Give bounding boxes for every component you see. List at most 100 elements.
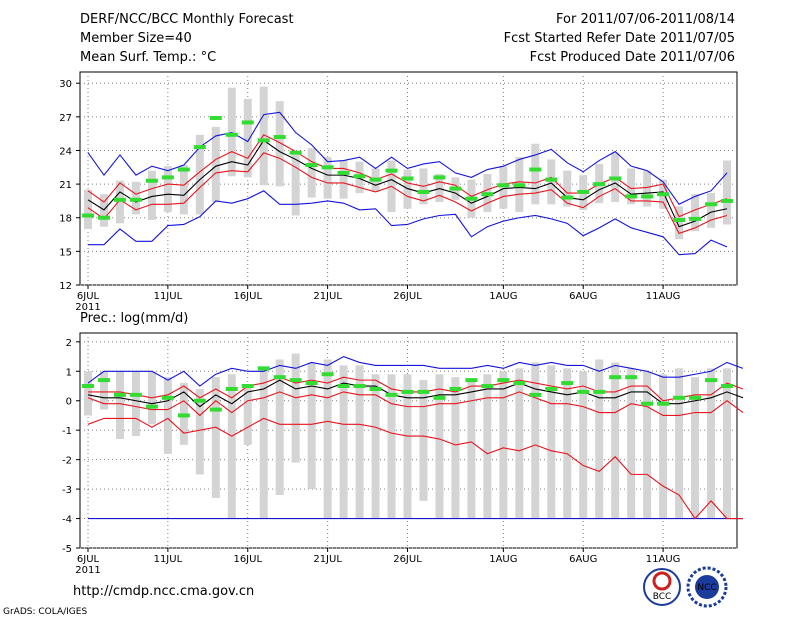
ensemble-mean-marker xyxy=(369,386,382,391)
x-tick-label: 11JUL xyxy=(154,291,183,302)
series-line-low-quartile-trace xyxy=(87,417,743,520)
ncc-logo: NCC xyxy=(686,566,728,608)
ensemble-mean-marker xyxy=(97,378,110,383)
ensemble-mean-marker xyxy=(481,192,494,197)
ensemble-mean-marker xyxy=(673,395,686,400)
variable-label: Mean Surf. Temp.: °C xyxy=(80,50,216,65)
ensemble-range-bar xyxy=(403,374,412,519)
series-line-lower-quartile xyxy=(87,391,744,417)
ensemble-range-bar xyxy=(707,368,716,519)
y-tick-label: -1 xyxy=(62,426,72,437)
y-tick-label: 18 xyxy=(59,214,72,225)
ensemble-mean-marker xyxy=(209,407,222,412)
y-tick-label: -5 xyxy=(62,544,72,555)
ensemble-range-bar xyxy=(243,98,252,178)
ensemble-range-bar xyxy=(84,189,92,229)
ensemble-range-bar xyxy=(627,168,636,205)
ensemble-range-bar xyxy=(211,377,220,498)
ensemble-mean-marker xyxy=(289,378,302,383)
x-tick-label: 1AUG xyxy=(489,554,517,565)
ensemble-range-bar xyxy=(579,371,588,519)
ensemble-mean-marker xyxy=(161,395,174,400)
ensemble-mean-marker xyxy=(385,168,398,173)
ensemble-range-bar xyxy=(643,170,652,207)
chart-title: DERF/NCC/BCC Monthly Forecast xyxy=(80,12,294,27)
ensemble-range-bar xyxy=(195,134,204,215)
ensemble-mean-marker xyxy=(385,392,398,397)
ensemble-range-bar xyxy=(163,377,172,454)
ensemble-range-bar xyxy=(435,374,444,519)
ensemble-mean-marker xyxy=(609,375,622,380)
bcc-logo-text: BCC xyxy=(653,592,672,602)
x-tick-label: 11AUG xyxy=(646,554,681,565)
ensemble-range-bar xyxy=(323,359,332,519)
ensemble-mean-marker xyxy=(513,381,526,386)
ncc-logo-text: NCC xyxy=(697,583,716,593)
ensemble-range-bar xyxy=(243,386,252,445)
ensemble-mean-marker xyxy=(337,384,350,389)
ensemble-mean-marker xyxy=(529,392,542,397)
ensemble-mean-marker xyxy=(129,392,142,397)
ensemble-range-bar xyxy=(371,374,380,519)
ensemble-range-bar xyxy=(275,101,284,187)
ensemble-mean-marker xyxy=(657,401,670,406)
ensemble-range-bar xyxy=(291,353,300,463)
ensemble-range-bar xyxy=(675,368,684,519)
ensemble-mean-marker xyxy=(401,389,414,394)
ensemble-mean-marker xyxy=(529,167,542,172)
ensemble-mean-marker xyxy=(561,381,574,386)
ensemble-range-bar xyxy=(563,368,572,519)
ensemble-mean-marker xyxy=(625,375,638,380)
produced-date: Fcst Produced Date 2011/07/06 xyxy=(530,50,735,65)
ensemble-mean-marker xyxy=(305,381,318,386)
series-line-maximum xyxy=(87,111,728,205)
forecast-period: For 2011/07/06-2011/08/14 xyxy=(556,12,735,27)
ensemble-range-bar xyxy=(195,388,204,475)
y-tick-label: 15 xyxy=(59,247,72,258)
refer-date: Fcst Started Refer Date 2011/07/05 xyxy=(504,31,735,46)
ensemble-range-bar xyxy=(499,166,508,209)
ensemble-mean-marker xyxy=(577,389,590,394)
ensemble-mean-marker xyxy=(625,194,638,199)
y-tick-label: 0 xyxy=(66,397,72,408)
y-tick-label: 30 xyxy=(59,79,72,90)
ensemble-mean-marker xyxy=(177,413,190,418)
x-tick-label: 26JUL xyxy=(393,291,422,302)
y-tick-label: 1 xyxy=(66,367,72,378)
bcc-logo: BCC xyxy=(643,568,681,606)
ensemble-mean-marker xyxy=(353,174,366,179)
ensemble-range-bar xyxy=(451,377,460,519)
ensemble-mean-marker xyxy=(353,384,366,389)
series-line-median xyxy=(87,139,728,228)
ensemble-range-bar xyxy=(707,193,716,228)
ensemble-range-bar xyxy=(99,371,108,410)
source-url: http://cmdp.ncc.cma.gov.cn xyxy=(73,584,254,599)
ensemble-range-bar xyxy=(723,160,731,225)
ensemble-mean-marker xyxy=(209,115,222,120)
ensemble-range-bar xyxy=(675,206,684,240)
ensemble-range-bar xyxy=(659,374,668,519)
ensemble-range-bar xyxy=(307,148,316,198)
ensemble-mean-marker xyxy=(193,398,206,403)
ensemble-range-bar xyxy=(339,160,348,199)
ensemble-mean-marker xyxy=(145,404,158,409)
x-tick-label: 6JUL xyxy=(77,554,100,565)
y-tick-label: 12 xyxy=(59,281,72,292)
year-label: 2011 xyxy=(75,302,100,313)
ensemble-mean-marker xyxy=(129,197,142,202)
ensemble-mean-marker xyxy=(577,189,590,194)
ensemble-mean-marker xyxy=(641,194,654,199)
ensemble-mean-marker xyxy=(641,401,654,406)
ensemble-range-bar xyxy=(595,359,604,519)
ensemble-mean-marker xyxy=(465,196,478,201)
ensemble-range-bar xyxy=(627,368,636,519)
ensemble-range-bar xyxy=(275,359,284,495)
ensemble-mean-marker xyxy=(113,392,126,397)
ensemble-range-bar xyxy=(531,362,540,519)
ensemble-mean-marker xyxy=(257,366,270,371)
ensemble-mean-marker xyxy=(273,375,286,380)
ensemble-mean-marker xyxy=(369,177,382,182)
x-tick-label: 16JUL xyxy=(233,291,262,302)
ensemble-range-bar xyxy=(483,374,492,519)
